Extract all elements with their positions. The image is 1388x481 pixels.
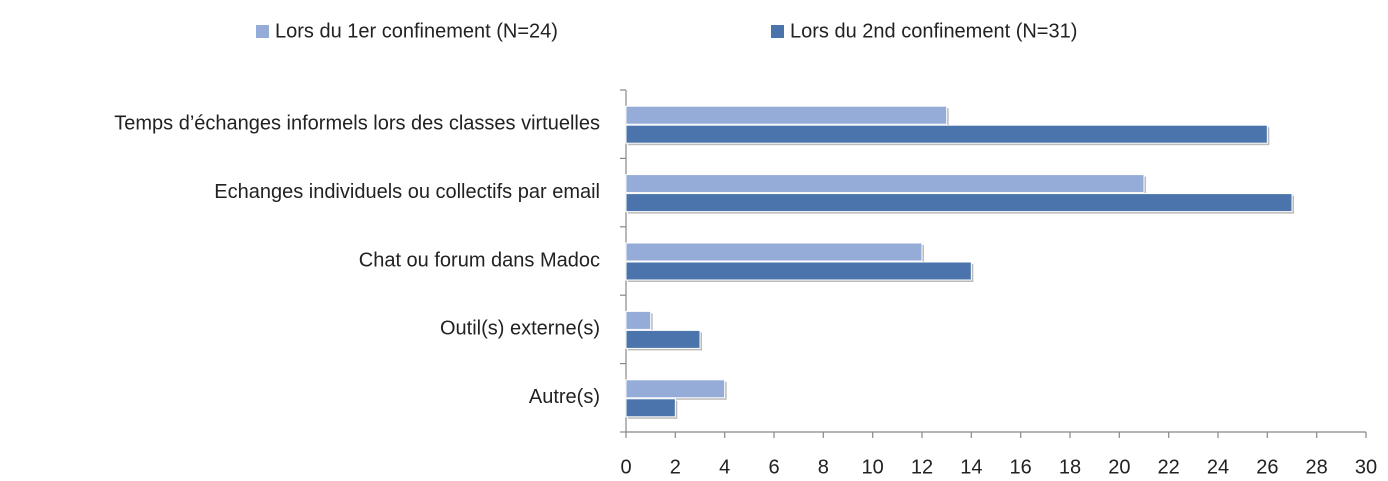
category-label: Echanges individuels ou collectifs par e… [214,181,600,203]
bar [625,261,972,281]
x-tick-label: 18 [1059,456,1081,478]
x-tick-label: 20 [1108,456,1130,478]
bar [625,105,948,125]
legend-label: Lors du 1er confinement (N=24) [275,20,558,42]
bar [625,242,923,262]
bar [625,398,676,418]
x-tick-label: 22 [1158,456,1180,478]
category-label: Temps d’échanges informels lors des clas… [114,112,600,134]
category-label: Outil(s) externe(s) [440,318,600,340]
bar [625,193,1293,213]
x-tick-label: 30 [1355,456,1377,478]
category-label: Chat ou forum dans Madoc [359,249,600,271]
x-tick-label: 6 [768,456,779,478]
bar [625,329,701,349]
bar [625,310,652,330]
x-tick-label: 26 [1256,456,1278,478]
x-tick-label: 16 [1010,456,1032,478]
x-tick-label: 14 [960,456,982,478]
legend-label: Lors du 2nd confinement (N=31) [790,20,1077,42]
legend-swatch [771,25,784,38]
x-tick-label: 12 [911,456,933,478]
bar [625,124,1268,144]
x-tick-label: 0 [620,456,631,478]
bar [625,174,1145,194]
x-tick-label: 24 [1207,456,1229,478]
bar [625,379,726,399]
legend-swatch [256,25,269,38]
x-tick-label: 4 [719,456,730,478]
x-tick-label: 10 [862,456,884,478]
x-tick-label: 2 [670,456,681,478]
category-label: Autre(s) [529,386,600,408]
x-tick-label: 28 [1306,456,1328,478]
x-tick-label: 8 [818,456,829,478]
